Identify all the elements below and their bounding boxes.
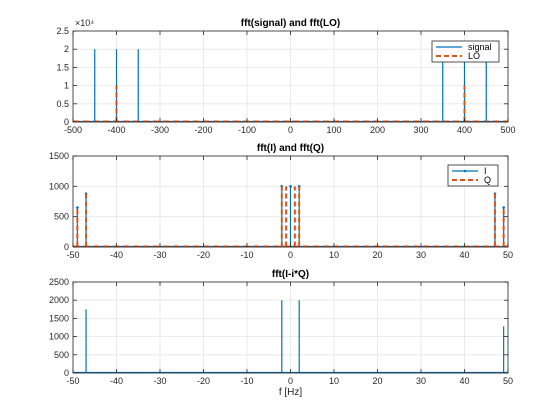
x-tick-label: 50 (503, 376, 513, 386)
x-tick-label: 200 (370, 125, 385, 135)
stem-marker (76, 206, 79, 209)
x-tick-label: -400 (107, 125, 125, 135)
subplot-title: fft(signal) and fft(LO) (241, 18, 340, 29)
x-tick-label: 20 (372, 376, 382, 386)
x-tick-label: -50 (66, 376, 79, 386)
subplot-2: -50 -40 -30 -20 -10 0 10 20 30 40 50050010001500ff… (49, 143, 513, 260)
legend-label-LO: LO (468, 51, 480, 61)
subplot-1: -500 -400 -300 -200 -100 0 100 200 300 400 500 0 0.5… (56, 18, 515, 135)
legend-label-signal: signal (468, 42, 492, 52)
x-tick-label: 500 (500, 125, 515, 135)
x-tick-label: -40 (110, 376, 123, 386)
legend: IQ (447, 164, 499, 187)
x-tick-label: 40 (459, 376, 469, 386)
y-tick-label: 1000 (49, 181, 69, 191)
x-tick-label: -30 (153, 250, 166, 260)
x-tick-label: 20 (372, 250, 382, 260)
x-tick-label: -500 (64, 125, 82, 135)
x-tick-label: -50 (66, 250, 79, 260)
legend-label-Q: Q (484, 175, 491, 185)
x-tick-label: -20 (197, 376, 210, 386)
x-tick-label: 0 (288, 125, 293, 135)
x-tick-label: -40 (110, 250, 123, 260)
x-tick-label: -100 (238, 125, 256, 135)
y-tick-label: 1500 (49, 151, 69, 161)
y-tick-label: 500 (54, 212, 69, 222)
y-tick-label: 1 (64, 81, 69, 91)
y-tick-label: 2000 (49, 295, 69, 305)
y-tick-label: 1500 (49, 313, 69, 323)
y-tick-label: 2500 (49, 277, 69, 287)
stem-marker (502, 206, 505, 209)
x-tick-label: 0 (288, 250, 293, 260)
y-tick-label: 1.5 (56, 62, 69, 72)
x-tick-label: 40 (459, 250, 469, 260)
y-tick-label: 1000 (49, 332, 69, 342)
x-tick-label: 10 (329, 250, 339, 260)
y-tick-label: 0 (64, 242, 69, 252)
x-tick-label: 50 (503, 250, 513, 260)
y-tick-label: 0.5 (56, 99, 69, 109)
x-tick-label: 10 (329, 376, 339, 386)
y-tick-label: 2 (64, 44, 69, 54)
x-tick-label: 30 (416, 250, 426, 260)
x-tick-label: 400 (457, 125, 472, 135)
y-tick-label: 500 (54, 350, 69, 360)
x-tick-label: -10 (240, 376, 253, 386)
subplot-title: fft(I-i*Q) (272, 269, 309, 280)
x-tick-label: -300 (151, 125, 169, 135)
x-tick-label: -20 (197, 250, 210, 260)
legend-marker (463, 169, 467, 173)
subplot-3: -50 -40 -30 -20 -10 0 10 20 30 40 5005001000150020… (49, 269, 513, 398)
x-tick-label: 100 (326, 125, 341, 135)
y-tick-label: 0 (64, 368, 69, 378)
x-axis-label: f [Hz] (279, 387, 303, 398)
subplot-title: fft(I) and fft(Q) (257, 143, 324, 154)
stem-marker (289, 185, 292, 188)
legend-label-I: I (484, 166, 487, 176)
x-tick-label: -200 (194, 125, 212, 135)
x-tick-label: 30 (416, 376, 426, 386)
y-exponent-label: ×10⁴ (75, 18, 94, 28)
x-tick-label: 300 (413, 125, 428, 135)
y-tick-label: 2.5 (56, 26, 69, 36)
x-tick-label: -10 (240, 250, 253, 260)
y-tick-label: 0 (64, 117, 69, 127)
x-tick-label: 0 (288, 376, 293, 386)
x-tick-label: -30 (153, 376, 166, 386)
